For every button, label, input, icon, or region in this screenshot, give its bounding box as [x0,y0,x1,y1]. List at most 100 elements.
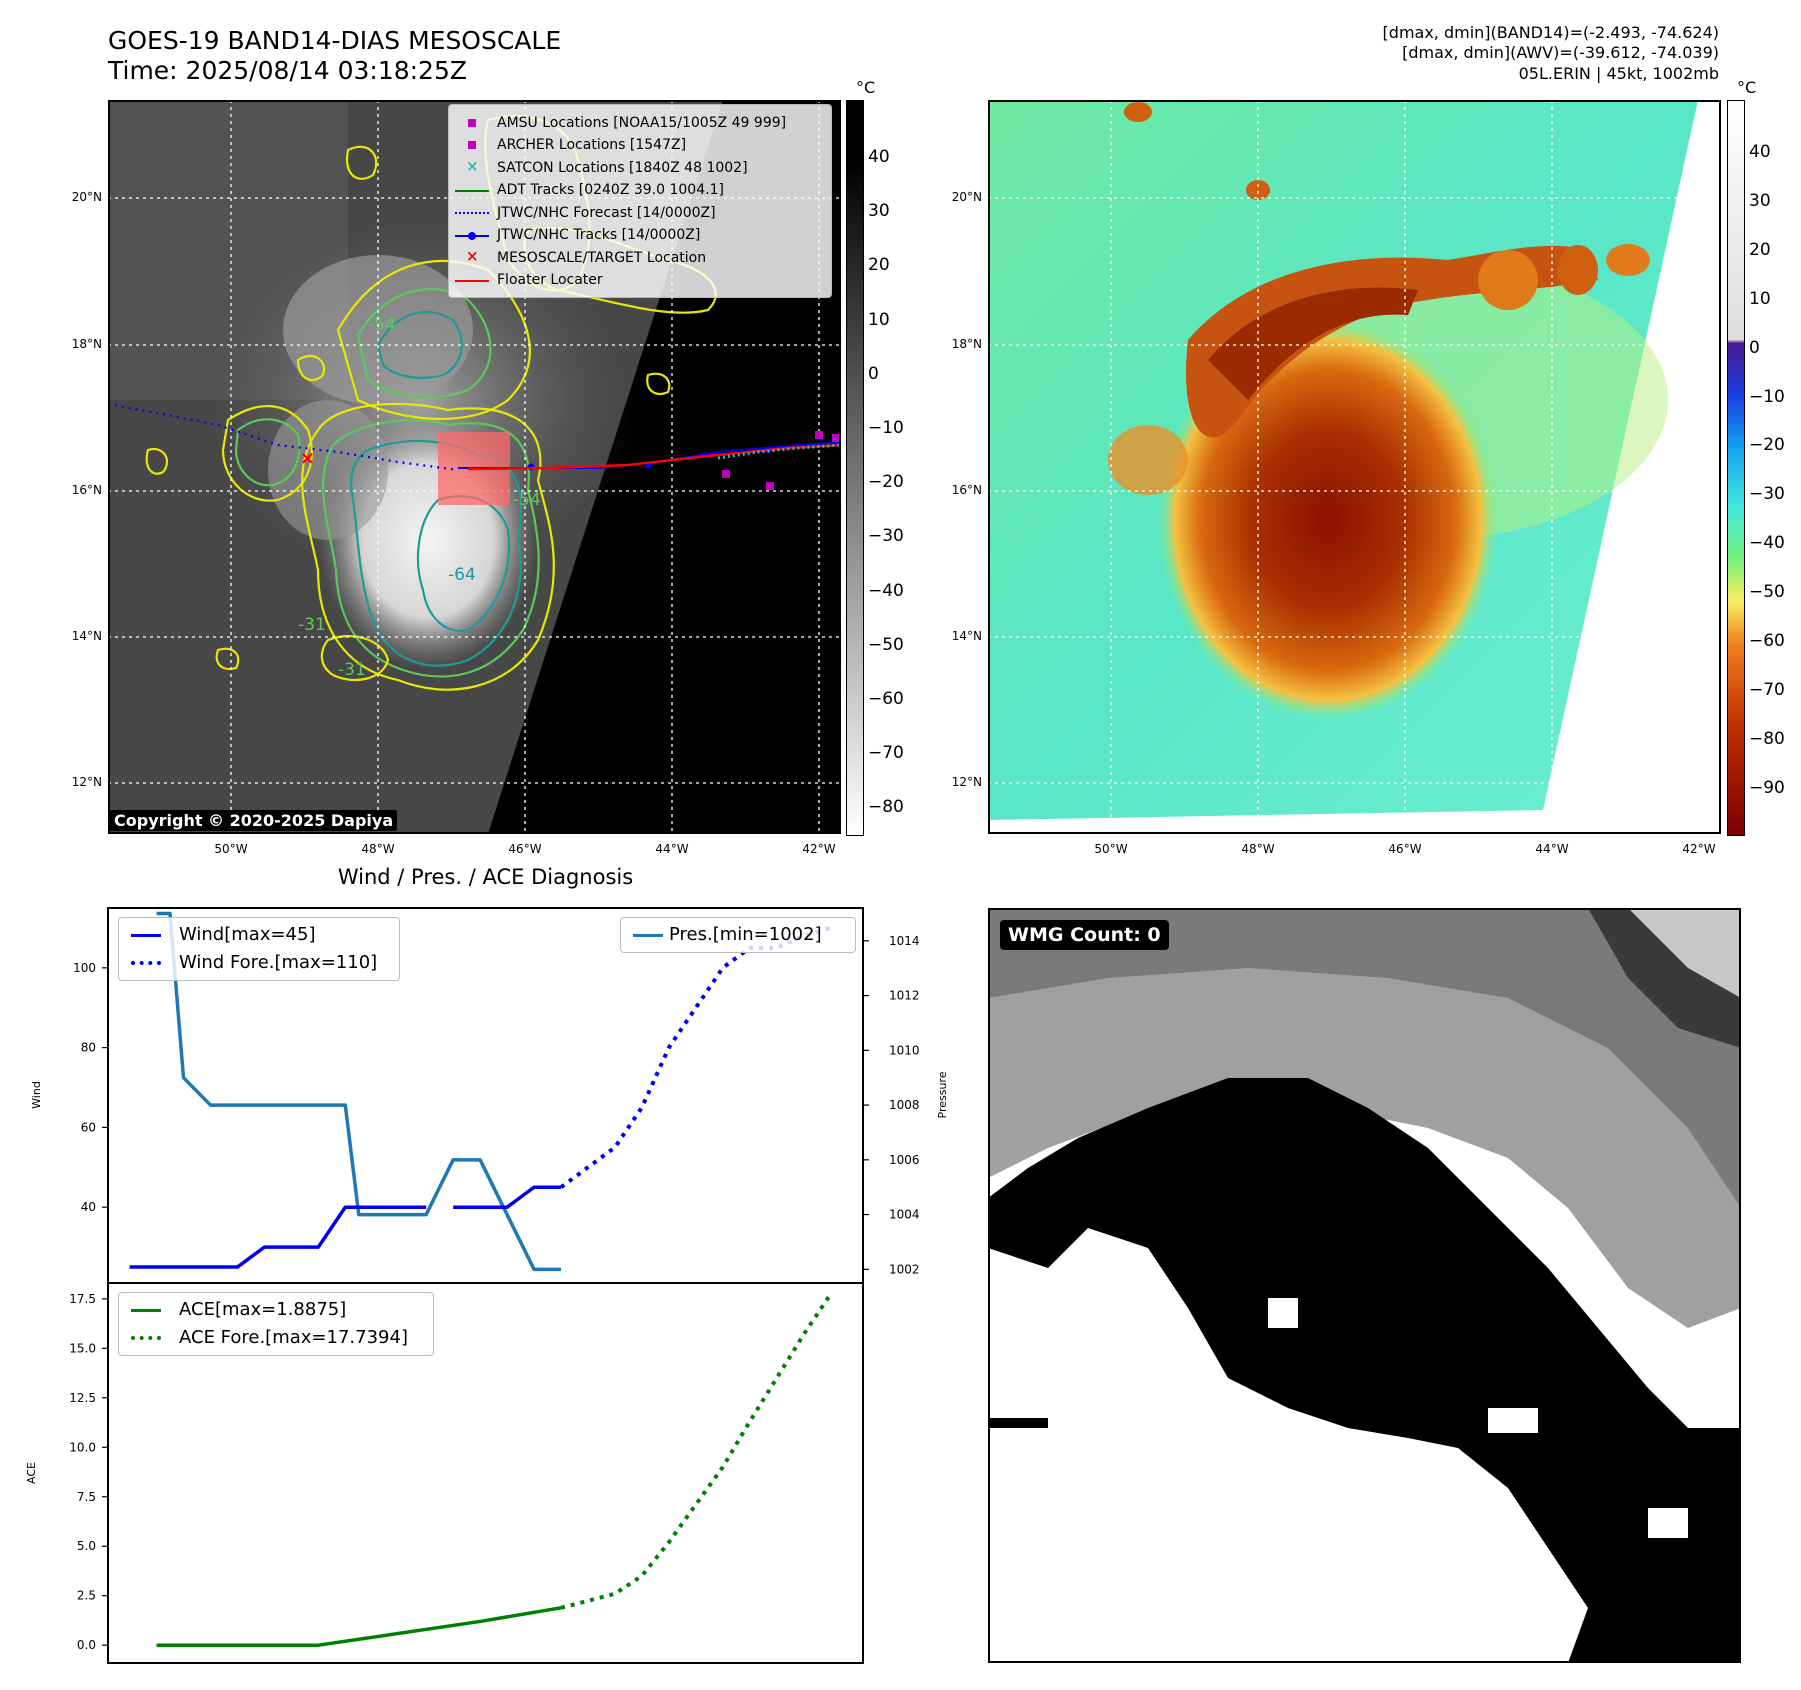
awv-storm-core [1158,320,1498,720]
awv-map-panel [988,100,1721,834]
y-tick-label: 40 [81,1200,96,1214]
colorbar-tick: −10 [868,418,904,438]
lat-tick-label: 20°N [71,190,102,204]
y-tick-label: 15.0 [69,1341,96,1355]
y-tick-label: 60 [81,1120,96,1134]
lat-tick-label: 14°N [71,629,102,643]
colorbar-tick: −80 [868,797,904,818]
storm-info-text: 05L.ERIN | 45kt, 1002mb [1518,64,1719,83]
colorbar-tick: −80 [1749,728,1785,749]
colorbar-tick: 30 [868,201,890,222]
amsu-archer-markers [722,431,840,490]
pressure-line [156,911,561,1272]
pressure-legend: Pres.[min=1002] [620,917,856,953]
contour-label-64: -64 [448,565,476,585]
dotted-line-icon [455,212,489,214]
lon-tick-label: 46°W [1388,842,1422,856]
colorbar-tick: −60 [868,689,904,709]
colorbar-tick: 30 [1749,190,1771,211]
ace-forecast-line [560,1292,833,1610]
y-tick-label: 100 [73,961,96,975]
wind-y-ticks: 40 60 80 100 [73,961,108,1214]
pressure-axis-label: Pressure [936,1071,949,1118]
y-tick-label: 17.5 [69,1292,96,1306]
lat-tick-label: 16°N [951,483,982,497]
wind-line-cont [453,1185,561,1209]
y-tick-label: 5.0 [77,1539,96,1553]
line-marker-icon [633,934,663,937]
y-tick-label: 1012 [889,989,920,1003]
colorbar-tick: −30 [1749,484,1785,505]
lon-tick-label: 48°W [1241,842,1275,856]
dmax-awv-text: [dmax, dmin](AWV)=(-39.612, -74.039) [1402,43,1719,62]
colorbar-tick: −50 [1749,582,1785,603]
y-tick-label: 1004 [889,1208,920,1222]
colorbar-tick: −20 [1749,435,1785,456]
line-marker-icon [455,280,489,282]
y-tick-label: 12.5 [69,1391,96,1405]
line-marker-icon [455,190,489,192]
ir-colorbar [846,100,864,836]
wmg-frame [988,908,1741,1663]
line-marker-icon [131,1309,161,1312]
colorbar-tick: −70 [868,743,904,764]
y-tick-label: 10.0 [69,1440,96,1454]
colorbar-tick: −30 [868,526,904,547]
awv-gridlines [988,100,1721,834]
lat-tick-label: 12°N [951,775,982,789]
colorbar-tick: −60 [1749,631,1785,651]
lon-tick-label: 46°W [508,842,542,856]
colorbar-tick: −20 [868,472,904,493]
ace-line [156,1606,562,1647]
colorbar-tick: 40 [868,147,890,167]
diagnosis-lines [129,911,833,1647]
wind-axis-label: Wind [30,1081,43,1109]
y-tick-label: 7.5 [77,1490,96,1504]
forecast-track [108,402,459,472]
colorbar-tick: 0 [1749,337,1760,358]
colorbar-tick: 10 [868,309,890,330]
awv-outer-band [1186,245,1598,438]
y-tick-label: 1002 [889,1262,920,1276]
dotted-line-icon [131,1336,161,1340]
figure-title-line1: GOES-19 BAND14-DIAS MESOSCALE [108,26,562,55]
y-tick-label: 1014 [889,934,920,948]
dotted-line-icon [131,961,161,965]
ace-axes-frame [107,1282,864,1664]
figure-title-line2: Time: 2025/08/14 03:18:25Z [108,56,467,85]
colorbar-tick: −90 [1749,777,1785,798]
square-marker-icon [468,141,476,149]
wmg-count-badge: WMG Count: 0 [1000,920,1169,950]
target-location-marker: × [300,448,315,469]
lat-tick-label: 18°N [951,337,982,351]
colorbar-tick: −10 [1749,386,1785,407]
awv-frame [988,100,1721,834]
contour-label-31a: -31 [298,615,326,635]
satcon-track [717,443,841,460]
y-tick-label: 1010 [889,1043,920,1057]
contour-label-31b: -31 [338,660,366,680]
lat-tick-label: 12°N [71,775,102,789]
copyright-label: Copyright © 2020-2025 Dapiya [110,810,398,831]
square-marker-icon [468,119,476,127]
wmg-mid-gray-band [988,908,1741,1208]
lat-tick-label: 18°N [71,337,102,351]
colorbar-tick: 10 [1749,288,1771,309]
colorbar-tick: 40 [1749,142,1771,162]
pressure-y-ticks: 1002 1004 1006 1008 1010 1012 1014 [863,934,920,1276]
lon-tick-label: 50°W [1094,842,1128,856]
ir-frame [108,100,841,834]
y-tick-label: 0.0 [77,1638,96,1652]
colorbar-tick: −40 [1749,533,1785,554]
colorbar-tick: −50 [868,634,904,655]
wmg-black-region [988,1078,1741,1663]
colorbar-tick: −70 [1749,679,1785,700]
lon-tick-label: 42°W [802,842,836,856]
awv-colorbar-unit: °C [1737,78,1757,97]
wind-forecast-line [559,926,832,1189]
ace-legend: ACE[max=1.8875] ACE Fore.[max=17.7394] [118,1292,434,1356]
lon-tick-label: 44°W [655,842,689,856]
ace-y-ticks: 0.0 2.5 5.0 7.5 10.0 12.5 15.0 17.5 [69,1292,108,1652]
lat-tick-label: 14°N [951,629,982,643]
